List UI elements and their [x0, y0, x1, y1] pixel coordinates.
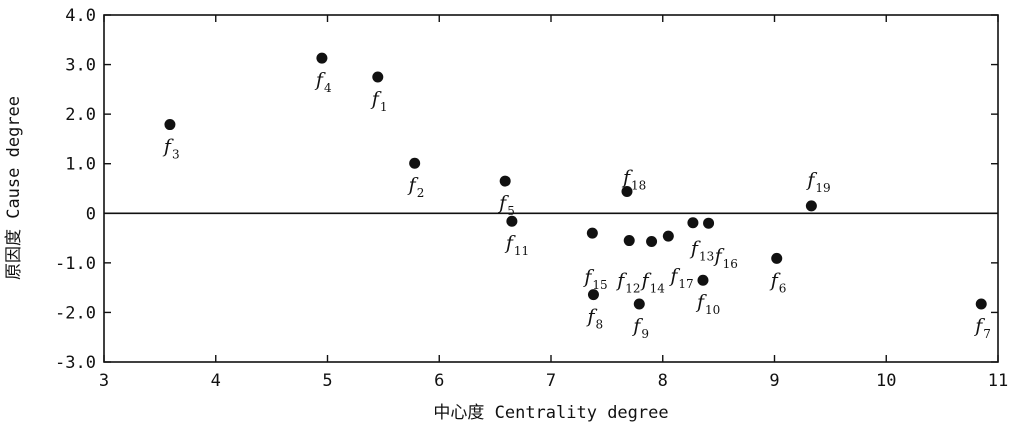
point-label-f12: f12 — [615, 270, 640, 296]
y-tick-label: 3.0 — [65, 56, 96, 76]
y-axis-title: 原因度 Cause degree — [4, 96, 24, 280]
point-f16 — [703, 217, 715, 229]
point-f3 — [164, 119, 176, 131]
point-label-f5: f5 — [497, 192, 515, 218]
x-tick-label: 7 — [546, 371, 556, 391]
point-label-f11: f11 — [504, 232, 529, 258]
y-axis-ticks: 4.0 3.0 2.0 1.0 0 -1.0 -2.0 -3.0 — [55, 6, 998, 373]
y-tick-label: 1.0 — [65, 155, 96, 175]
point-f10 — [697, 274, 709, 286]
point-f19 — [805, 200, 817, 212]
point-f15 — [586, 227, 598, 239]
y-tick-label: -3.0 — [55, 353, 96, 373]
point-f2 — [409, 157, 421, 169]
point-label-f13: f13 — [689, 238, 714, 264]
y-tick-label: -1.0 — [55, 254, 96, 274]
point-label-f9: f9 — [631, 315, 649, 341]
plot-frame — [103, 14, 999, 363]
x-tick-label: 8 — [658, 371, 668, 391]
point-label-f7: f7 — [973, 315, 991, 341]
point-label-f18: f18 — [621, 166, 646, 192]
point-label-f19: f19 — [805, 169, 830, 195]
x-tick-label: 5 — [322, 371, 332, 391]
point-f18 — [621, 185, 633, 197]
point-label-f4: f4 — [314, 69, 332, 95]
point-f11 — [506, 215, 518, 227]
point-label-f1: f1 — [370, 88, 388, 114]
data-points — [164, 52, 987, 310]
point-label-f17: f17 — [668, 265, 693, 291]
point-f17 — [662, 230, 674, 242]
point-label-f16: f16 — [713, 245, 738, 271]
point-f9 — [633, 298, 645, 310]
x-tick-label: 11 — [988, 371, 1008, 391]
y-tick-label: 2.0 — [65, 105, 96, 125]
x-tick-label: 10 — [876, 371, 896, 391]
point-labels: f1 f2 f3 f4 f5 f6 f7 f8 f9 f10 f11 f12 f13 f14 f15 f16 f… — [162, 69, 991, 341]
y-tick-label: -2.0 — [55, 303, 96, 323]
point-label-f2: f2 — [407, 174, 425, 200]
point-f13 — [687, 217, 699, 229]
point-label-f6: f6 — [769, 269, 787, 295]
x-tick-label: 3 — [99, 371, 109, 391]
point-f7 — [975, 298, 987, 310]
point-label-f8: f8 — [585, 306, 603, 332]
point-f8 — [587, 289, 599, 301]
point-f6 — [771, 252, 783, 264]
y-tick-label: 4.0 — [65, 6, 96, 26]
point-f14 — [646, 236, 658, 248]
x-tick-label: 9 — [769, 371, 779, 391]
x-axis-ticks: 3 4 5 6 7 8 9 10 11 — [99, 15, 1008, 391]
x-axis-title: 中心度 Centrality degree — [433, 403, 668, 423]
point-label-f15: f15 — [582, 266, 607, 292]
x-tick-label: 6 — [434, 371, 444, 391]
x-tick-label: 4 — [211, 371, 221, 391]
point-f4 — [316, 52, 328, 64]
point-label-f14: f14 — [640, 270, 666, 296]
point-f5 — [499, 175, 511, 187]
point-f1 — [372, 71, 384, 83]
y-tick-label: 0 — [86, 204, 96, 224]
point-label-f10: f10 — [695, 291, 720, 317]
point-label-f3: f3 — [162, 136, 180, 162]
point-f12 — [623, 235, 635, 247]
